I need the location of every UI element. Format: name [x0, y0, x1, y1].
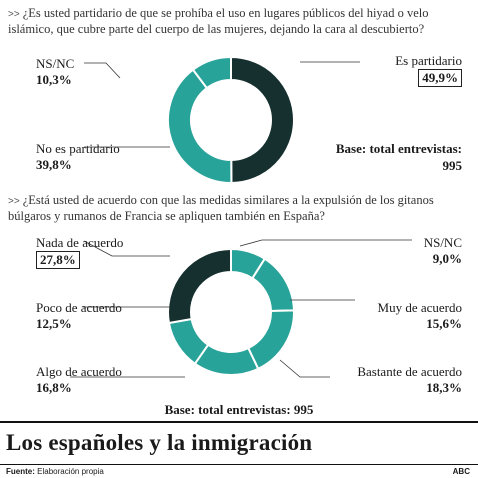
label-muy: Muy de acuerdo 15,6%: [377, 300, 462, 331]
divider-bottom: [0, 464, 478, 465]
value-poco: 12,5%: [36, 316, 72, 331]
label-nsnc-2: NS/NC 9,0%: [423, 235, 462, 266]
label-nada: Nada de acuerdo 27,8%: [36, 235, 124, 269]
slice-nada-de-acuerdo: [167, 247, 232, 325]
value-bastante: 18,3%: [426, 380, 462, 395]
value-no-partidario: 39,8%: [36, 157, 72, 172]
source: Fuente: Elaboración propia: [6, 467, 104, 476]
value-algo: 16,8%: [36, 380, 72, 395]
base-2: Base: total entrevistas: 995: [164, 402, 314, 417]
arrow-icon: >>: [8, 196, 20, 207]
leader-line: [279, 359, 330, 378]
slice-es-partidario: [230, 55, 296, 185]
slice-muy-de-acuerdo: [251, 257, 296, 313]
label-partidario: Es partidario 49,9%: [395, 53, 462, 87]
label-poco: Poco de acuerdo 12,5%: [36, 300, 122, 331]
value-partidario: 49,9%: [418, 69, 462, 87]
leader-line: [84, 62, 121, 79]
credit: ABC: [452, 467, 470, 476]
donut-chart-1: [167, 55, 296, 185]
label-no-partidario: No es partidario 39,8%: [36, 141, 120, 172]
label-algo: Algo de acuerdo 16,8%: [36, 364, 122, 395]
label-nsnc-1: NS/NC 10,3%: [36, 56, 75, 87]
arrow-icon: >>: [8, 9, 20, 20]
divider: [0, 421, 478, 423]
value-nsnc-1: 10,3%: [36, 72, 72, 87]
slice-bastante-de-acuerdo: [246, 309, 295, 371]
label-bastante: Bastante de acuerdo 18,3%: [357, 364, 462, 395]
leader-lines: [70, 61, 412, 378]
donut-chart-2: [167, 247, 296, 376]
value-nsnc-2: 9,0%: [432, 251, 462, 266]
leader-line: [83, 240, 170, 257]
question-2: >> ¿Está usted de acuerdo con que las med…: [8, 193, 470, 224]
leader-line: [239, 239, 412, 247]
question-1: >> ¿Es usted partidario de que se prohíba…: [8, 6, 470, 37]
value-nada: 27,8%: [36, 251, 80, 269]
page-title: Los españoles y la inmigración: [6, 430, 313, 455]
value-muy: 15,6%: [426, 316, 462, 331]
question-2-text: ¿Está usted de acuerdo con que las medid…: [8, 193, 434, 223]
slice-nsnc: [191, 55, 232, 90]
base-1: Base: total entrevistas: 995: [335, 141, 462, 173]
slice-no-es-partidario: [167, 68, 233, 184]
question-1-text: ¿Es usted partidario de que se prohíba e…: [8, 6, 429, 36]
